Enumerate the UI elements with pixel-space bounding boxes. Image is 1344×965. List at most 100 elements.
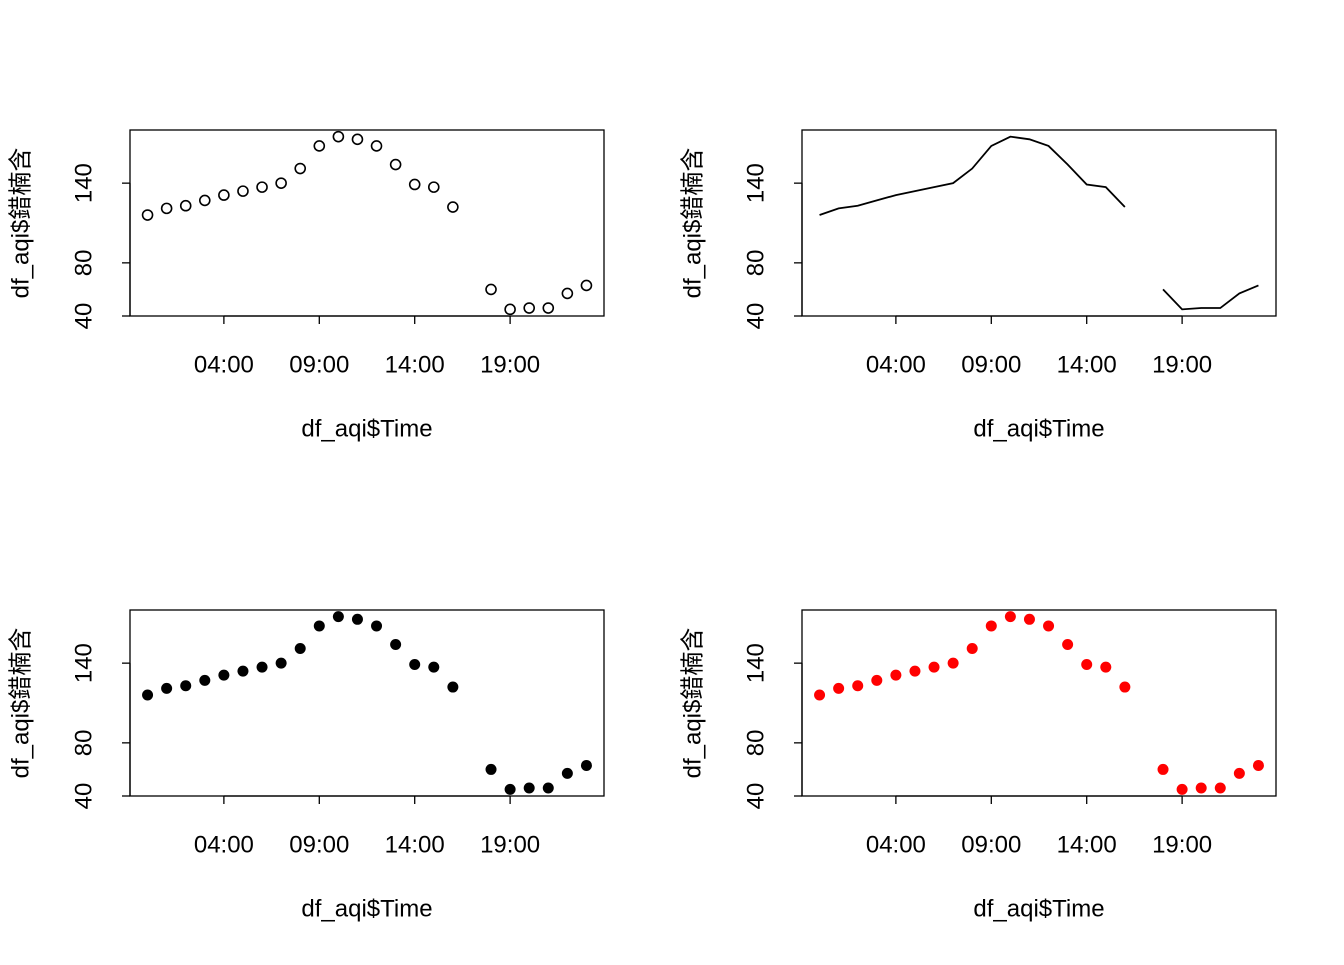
x-tick-label: 14:00 xyxy=(1057,831,1117,858)
x-tick-label: 14:00 xyxy=(385,351,445,378)
data-point xyxy=(351,613,363,625)
data-point xyxy=(275,657,287,669)
x-tick-label: 19:00 xyxy=(1152,351,1212,378)
data-point xyxy=(580,279,593,292)
data-point xyxy=(179,199,192,212)
data-point xyxy=(890,669,902,681)
data-point xyxy=(542,302,555,314)
panel: 04:00 09:00 14:00 19:00 40 80 140 df_aqi$Time df… xyxy=(679,609,1277,922)
data-point xyxy=(218,189,230,201)
data-point xyxy=(275,177,287,189)
data-point xyxy=(332,130,345,143)
x-axis-label: df_aqi$Time xyxy=(301,895,432,922)
data-point xyxy=(871,674,883,686)
data-point xyxy=(390,639,402,651)
data-point xyxy=(160,202,173,215)
data-point xyxy=(966,643,978,655)
data-point xyxy=(1100,661,1112,673)
x-tick-label: 19:00 xyxy=(480,831,540,858)
data-point xyxy=(389,158,402,171)
x-tick-label: 09:00 xyxy=(961,351,1021,378)
y-axis-label: df_aqi$錯楠含 xyxy=(7,148,34,299)
x-tick-label: 04:00 xyxy=(866,831,926,858)
data-point xyxy=(199,194,211,207)
y-tick-label: 40 xyxy=(70,303,97,330)
y-axis-label: df_aqi$錯楠含 xyxy=(679,628,706,779)
data-point xyxy=(237,185,249,197)
y-axis-label: df_aqi$錯楠含 xyxy=(679,148,706,299)
plot-frame xyxy=(801,129,1277,317)
data-point xyxy=(1119,681,1131,693)
data-point xyxy=(485,763,497,775)
x-axis-label: df_aqi$Time xyxy=(973,895,1104,922)
data-point xyxy=(1176,783,1188,795)
data-line xyxy=(819,135,1126,216)
data-point xyxy=(294,643,306,655)
data-point xyxy=(542,782,554,794)
data-point xyxy=(1252,759,1264,771)
data-point xyxy=(1157,763,1169,775)
data-point xyxy=(313,620,325,632)
y-tick-label: 140 xyxy=(70,163,97,203)
data-point xyxy=(161,682,173,694)
plot-frame xyxy=(129,129,605,317)
y-tick-label: 140 xyxy=(742,163,769,203)
data-point xyxy=(561,287,574,300)
data-point xyxy=(1004,611,1016,623)
data-point xyxy=(852,680,864,692)
y-tick-label: 80 xyxy=(742,730,769,757)
data-point xyxy=(1023,613,1035,625)
x-tick-label: 09:00 xyxy=(289,831,349,858)
data-point xyxy=(141,209,154,221)
data-point xyxy=(256,181,268,193)
data-point xyxy=(371,620,383,632)
data-point xyxy=(523,302,535,314)
data-point xyxy=(332,611,344,623)
data-point xyxy=(504,303,516,316)
data-point xyxy=(485,283,497,296)
data-point xyxy=(447,201,459,213)
x-tick-label: 09:00 xyxy=(289,351,349,378)
y-tick-label: 40 xyxy=(742,783,769,810)
data-line xyxy=(1162,284,1259,311)
data-point xyxy=(1062,639,1074,651)
x-tick-label: 19:00 xyxy=(1152,831,1212,858)
panel: 04:00 09:00 14:00 19:00 40 80 140 df_aqi$Time df… xyxy=(7,129,605,442)
data-point xyxy=(504,783,516,795)
x-tick-label: 04:00 xyxy=(194,351,254,378)
data-point xyxy=(256,661,268,673)
data-point xyxy=(1043,620,1055,632)
y-tick-label: 80 xyxy=(742,250,769,277)
panel: 04:00 09:00 14:00 19:00 40 80 140 df_aqi$Time df… xyxy=(679,129,1277,442)
data-point xyxy=(370,140,383,152)
x-tick-label: 14:00 xyxy=(385,831,445,858)
data-point xyxy=(523,782,535,794)
y-tick-label: 40 xyxy=(70,783,97,810)
x-axis-label: df_aqi$Time xyxy=(973,415,1104,442)
data-point xyxy=(409,658,421,670)
data-point xyxy=(1214,782,1226,794)
data-point xyxy=(428,661,440,673)
x-tick-label: 14:00 xyxy=(1057,351,1117,378)
data-point xyxy=(294,162,307,175)
data-point xyxy=(180,680,192,692)
x-tick-label: 04:00 xyxy=(194,831,254,858)
x-tick-label: 04:00 xyxy=(866,351,926,378)
data-point xyxy=(909,665,921,677)
data-point xyxy=(833,682,845,694)
data-point xyxy=(218,669,230,681)
data-point xyxy=(408,178,421,191)
data-point xyxy=(814,689,826,701)
y-tick-label: 80 xyxy=(70,730,97,757)
data-point xyxy=(199,674,211,686)
data-point xyxy=(237,665,249,677)
data-point xyxy=(142,689,154,701)
data-point xyxy=(928,661,940,673)
data-point xyxy=(985,620,997,632)
panel: 04:00 09:00 14:00 19:00 40 80 140 df_aqi$Time df… xyxy=(7,609,605,922)
x-tick-label: 19:00 xyxy=(480,351,540,378)
data-point xyxy=(561,767,573,779)
y-tick-label: 140 xyxy=(742,643,769,683)
